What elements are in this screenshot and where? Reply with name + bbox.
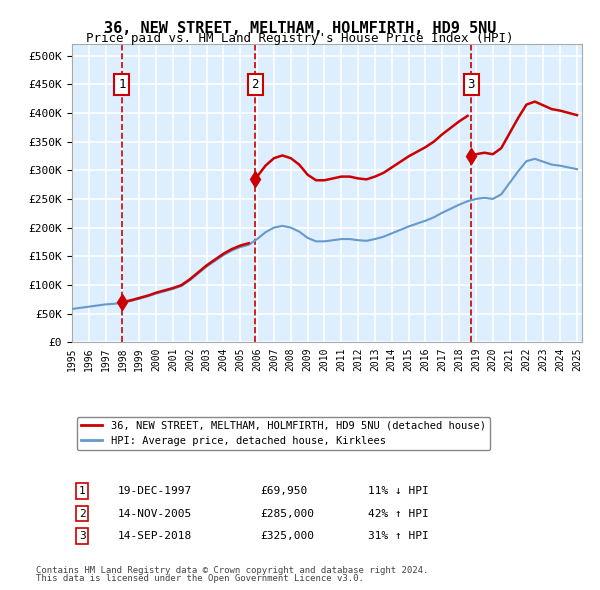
Text: £325,000: £325,000	[260, 531, 314, 541]
Text: £285,000: £285,000	[260, 509, 314, 519]
Text: 2: 2	[251, 78, 259, 91]
Legend: 36, NEW STREET, MELTHAM, HOLMFIRTH, HD9 5NU (detached house), HPI: Average price: 36, NEW STREET, MELTHAM, HOLMFIRTH, HD9 …	[77, 417, 490, 450]
Text: 14-SEP-2018: 14-SEP-2018	[118, 531, 192, 541]
Text: 36, NEW STREET, MELTHAM, HOLMFIRTH, HD9 5NU: 36, NEW STREET, MELTHAM, HOLMFIRTH, HD9 …	[104, 21, 496, 35]
Text: £69,950: £69,950	[260, 486, 308, 496]
Text: 11% ↓ HPI: 11% ↓ HPI	[368, 486, 428, 496]
Text: 1: 1	[118, 78, 125, 91]
Text: 1: 1	[79, 486, 86, 496]
Text: 2: 2	[79, 509, 86, 519]
Text: 3: 3	[467, 78, 475, 91]
Text: Contains HM Land Registry data © Crown copyright and database right 2024.: Contains HM Land Registry data © Crown c…	[36, 566, 428, 575]
Text: 3: 3	[79, 531, 86, 541]
Text: 19-DEC-1997: 19-DEC-1997	[118, 486, 192, 496]
Text: 31% ↑ HPI: 31% ↑ HPI	[368, 531, 428, 541]
Text: This data is licensed under the Open Government Licence v3.0.: This data is licensed under the Open Gov…	[36, 574, 364, 583]
Text: Price paid vs. HM Land Registry's House Price Index (HPI): Price paid vs. HM Land Registry's House …	[86, 32, 514, 45]
Text: 42% ↑ HPI: 42% ↑ HPI	[368, 509, 428, 519]
Text: 14-NOV-2005: 14-NOV-2005	[118, 509, 192, 519]
